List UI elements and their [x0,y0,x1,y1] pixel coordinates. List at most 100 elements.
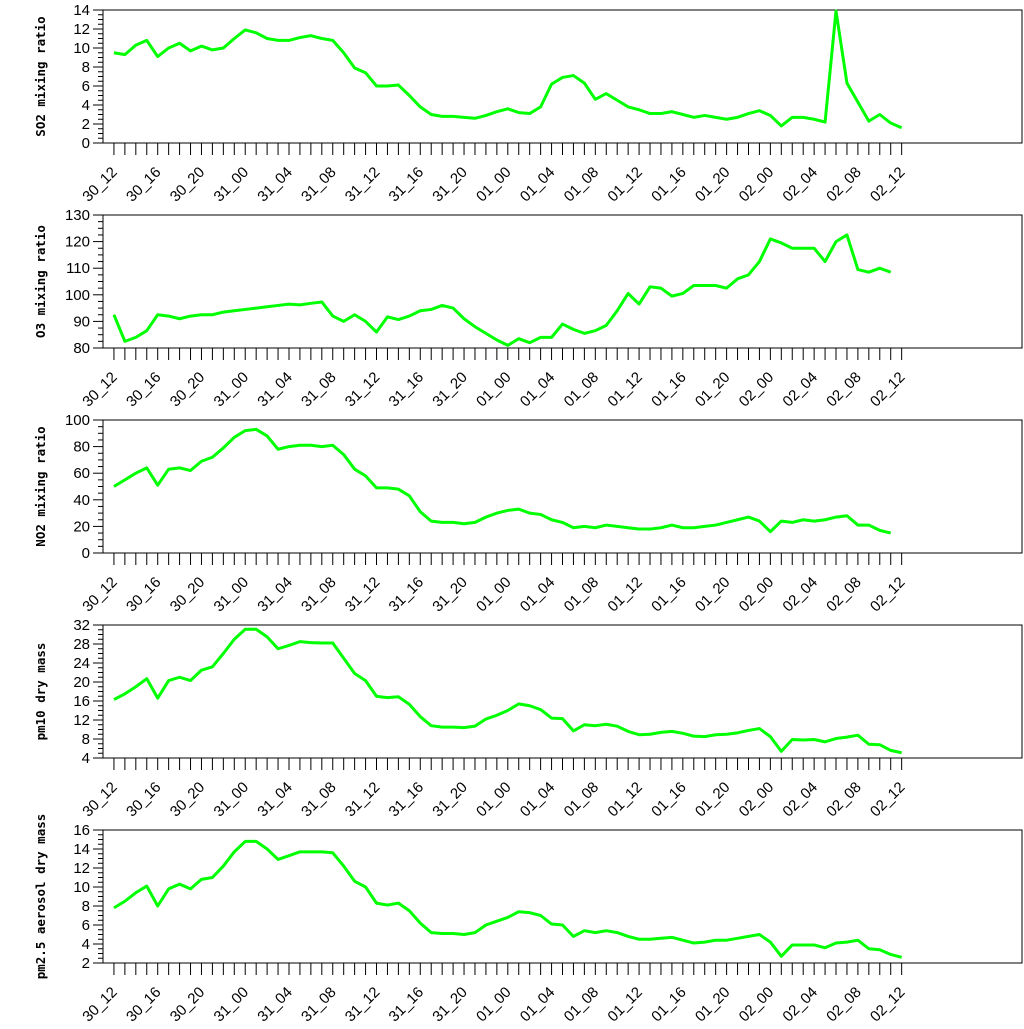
x-tick-label: 31_04 [254,369,296,411]
x-tick-label: 01_16 [648,984,690,1024]
x-tick-label: 01_04 [517,164,559,206]
y-tick-label: 2 [82,116,90,133]
x-tick-label: 01_00 [473,369,515,411]
y-axis-label: pm10 dry mass [33,643,48,741]
x-tick-label: 31_04 [254,164,296,206]
y-axis-label: NO2 mixing ratio [33,426,48,546]
x-tick-label: 02_08 [823,984,865,1024]
x-tick-label: 01_04 [517,984,559,1024]
y-tick-label: 16 [73,693,90,710]
x-tick-label: 01_04 [517,779,559,821]
y-tick-label: 4 [82,750,90,767]
y-tick-label: 100 [65,412,90,429]
x-tick-label: 01_00 [473,164,515,206]
x-tick-label: 01_20 [692,574,734,616]
y-tick-label: 20 [73,674,90,691]
y-tick-label: 4 [82,936,90,953]
x-tick-label: 02_04 [779,369,821,411]
y-tick-label: 20 [73,518,90,535]
x-tick-label: 31_12 [342,164,384,206]
x-tick-label: 31_08 [298,574,340,616]
x-tick-label: 02_00 [736,984,778,1024]
x-tick-label: 01_16 [648,779,690,821]
x-tick-label: 02_12 [867,574,909,616]
y-tick-label: 14 [73,2,90,19]
x-tick-label: 30_12 [79,369,121,411]
y-tick-label: 12 [73,860,90,877]
y-tick-label: 8 [82,731,90,748]
x-tick-label: 31_20 [429,984,471,1024]
x-tick-label: 31_12 [342,984,384,1024]
y-tick-label: 8 [82,59,90,76]
x-tick-label: 01_00 [473,779,515,821]
x-tick-label: 01_20 [692,164,734,206]
y-tick-label: 130 [65,207,90,224]
x-tick-label: 02_00 [736,779,778,821]
x-tick-label: 01_16 [648,369,690,411]
x-tick-label: 02_04 [779,574,821,616]
y-tick-label: 2 [82,955,90,972]
y-tick-label: 120 [65,234,90,251]
x-tick-label: 31_20 [429,574,471,616]
x-tick-label: 30_16 [123,369,165,411]
x-tick-label: 30_12 [79,164,121,206]
y-tick-label: 24 [73,655,90,672]
x-tick-label: 01_08 [561,369,603,411]
x-tick-label: 02_04 [779,779,821,821]
x-tick-label: 31_12 [342,574,384,616]
series-line [112,233,892,347]
y-tick-label: 40 [73,492,90,509]
y-tick-label: 10 [73,879,90,896]
x-tick-label: 31_20 [429,779,471,821]
x-tick-label: 01_20 [692,369,734,411]
x-tick-label: 31_16 [386,779,428,821]
x-tick-label: 31_00 [211,164,253,206]
x-tick-label: 30_12 [79,984,121,1024]
x-tick-label: 02_12 [867,984,909,1024]
x-tick-label: 30_16 [123,779,165,821]
y-tick-label: 110 [66,260,90,277]
series-line [113,427,892,535]
plot-frame [102,829,1023,964]
x-tick-label: 02_04 [779,164,821,206]
x-tick-label: 31_08 [298,779,340,821]
y-axis-label: SO2 mixing ratio [33,16,48,136]
series-line [113,839,903,959]
x-tick-label: 31_12 [342,369,384,411]
x-tick-label: 02_08 [823,779,865,821]
y-tick-label: 14 [73,841,90,858]
x-tick-label: 30_20 [167,779,209,821]
x-tick-label: 31_16 [386,574,428,616]
y-tick-label: 60 [73,465,90,482]
y-tick-label: 90 [73,313,90,330]
x-tick-label: 31_20 [429,369,471,411]
x-tick-label: 02_08 [823,369,865,411]
x-tick-label: 01_12 [604,984,646,1024]
y-tick-label: 32 [73,617,90,634]
x-tick-label: 01_08 [561,164,603,206]
x-tick-label: 31_16 [386,164,428,206]
x-tick-label: 31_16 [386,984,428,1024]
x-tick-label: 01_08 [561,779,603,821]
x-tick-label: 02_00 [736,574,778,616]
plot-frame [102,419,1023,554]
x-tick-label: 01_12 [604,164,646,206]
x-tick-label: 02_04 [779,984,821,1024]
x-tick-label: 30_12 [79,574,121,616]
x-tick-label: 31_00 [211,369,253,411]
y-tick-label: 28 [73,636,90,653]
x-tick-label: 01_08 [561,984,603,1024]
x-tick-label: 01_16 [648,164,690,206]
x-tick-label: 30_20 [167,984,209,1024]
x-tick-label: 31_00 [211,984,253,1024]
x-tick-label: 02_08 [823,164,865,206]
x-tick-label: 31_00 [211,574,253,616]
x-tick-label: 30_20 [167,164,209,206]
x-tick-label: 31_08 [298,984,340,1024]
x-tick-label: 31_20 [429,164,471,206]
